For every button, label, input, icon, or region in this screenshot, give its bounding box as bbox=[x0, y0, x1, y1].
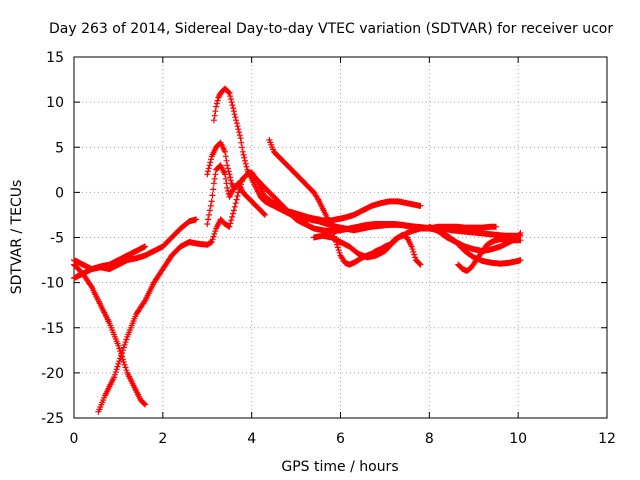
x-tick-label: 4 bbox=[247, 431, 256, 447]
y-tick-label: -20 bbox=[41, 366, 64, 382]
plus-markers bbox=[204, 139, 499, 235]
y-tick-label: 10 bbox=[46, 95, 64, 111]
x-tick-label: 2 bbox=[158, 431, 167, 447]
series-track-7 bbox=[204, 162, 268, 227]
series-track-11 bbox=[426, 223, 524, 254]
y-tick-label: -10 bbox=[41, 276, 64, 292]
series-track-3 bbox=[71, 261, 149, 408]
plus-markers bbox=[204, 162, 268, 227]
y-tick-label: -25 bbox=[41, 411, 64, 427]
grid-lines bbox=[74, 57, 607, 418]
y-tick-label: 0 bbox=[55, 185, 64, 201]
y-tick-label: -15 bbox=[41, 321, 64, 337]
chart-title: Day 263 of 2014, Sidereal Day-to-day VTE… bbox=[49, 21, 613, 37]
y-axis-label: SDTVAR / TECUs bbox=[9, 180, 25, 295]
x-tick-label: 6 bbox=[336, 431, 345, 447]
plus-markers bbox=[426, 223, 524, 254]
y-tick-label: -5 bbox=[50, 231, 64, 247]
y-tick-label: 15 bbox=[46, 50, 64, 66]
x-tick-label: 10 bbox=[509, 431, 527, 447]
data-points bbox=[71, 85, 524, 415]
series-track-6 bbox=[204, 139, 499, 235]
x-tick-label: 12 bbox=[598, 431, 616, 447]
series-track-5 bbox=[210, 85, 424, 225]
plus-markers bbox=[71, 261, 149, 408]
x-axis-label: GPS time / hours bbox=[281, 459, 398, 475]
series-track-1 bbox=[71, 216, 200, 273]
plus-markers bbox=[95, 169, 524, 415]
series-track-4 bbox=[95, 169, 524, 415]
y-tick-label: 5 bbox=[55, 140, 64, 156]
x-tick-label: 0 bbox=[70, 431, 79, 447]
x-axis-ticks: 0 2 4 6 8 10 12 bbox=[70, 57, 616, 447]
y-axis-ticks: -25 -20 -15 -10 -5 0 5 10 15 bbox=[41, 50, 607, 427]
plus-markers bbox=[71, 216, 200, 273]
x-tick-label: 8 bbox=[425, 431, 434, 447]
plus-markers bbox=[210, 85, 424, 225]
